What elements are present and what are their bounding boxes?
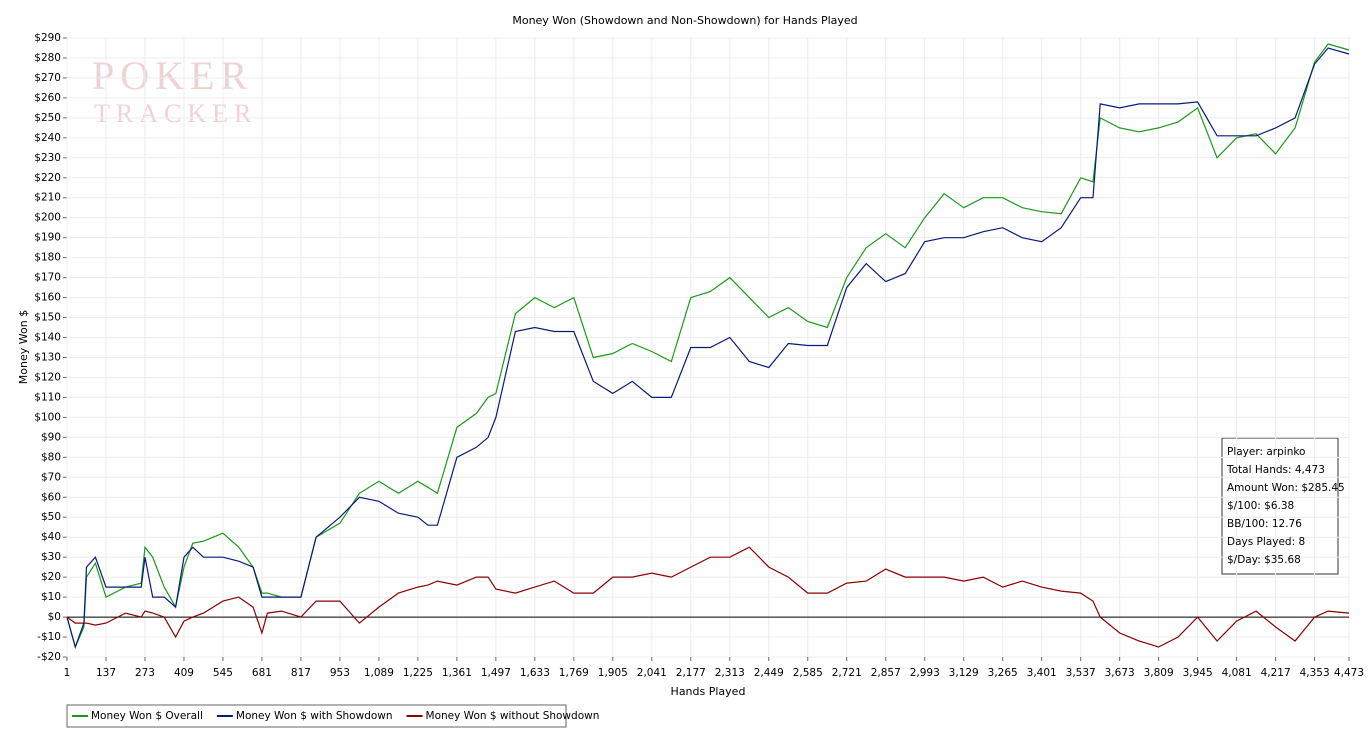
x-tick-label: 1,769 xyxy=(559,667,589,679)
y-tick-label: $200 xyxy=(34,212,61,224)
x-tick-label: 1,497 xyxy=(481,667,511,679)
stats-box xyxy=(1221,437,1339,575)
y-tick-label: $220 xyxy=(34,172,61,184)
x-tick-label: 3,945 xyxy=(1183,667,1213,679)
x-tick-label: 4,353 xyxy=(1300,667,1330,679)
y-tick-label: $250 xyxy=(34,112,61,124)
series-line xyxy=(66,546,1350,648)
x-tick-label: 2,721 xyxy=(832,667,862,679)
x-tick-label: 409 xyxy=(174,667,194,679)
y-tick-label: $290 xyxy=(34,32,61,44)
x-tick-label: 137 xyxy=(96,667,116,679)
stats-line: BB/100: 12.76 xyxy=(1227,518,1302,530)
legend-label: Money Won $ without Showdown xyxy=(426,710,600,722)
y-tick-label: $280 xyxy=(34,52,61,64)
stats-line: $/100: $6.38 xyxy=(1227,500,1294,512)
x-tick-label: 3,129 xyxy=(949,667,979,679)
stats-line: Total Hands: 4,473 xyxy=(1226,464,1325,476)
x-tick-label: 3,265 xyxy=(988,667,1018,679)
x-tick-label: 4,217 xyxy=(1261,667,1291,679)
stats-line: Player: arpinko xyxy=(1227,446,1305,458)
y-tick-label: $210 xyxy=(34,192,61,204)
y-tick-label: $190 xyxy=(34,232,61,244)
x-tick-label: 3,537 xyxy=(1066,667,1096,679)
y-tick-label: $0 xyxy=(48,611,61,623)
y-tick-label: -$20 xyxy=(37,651,61,663)
y-tick-label: $230 xyxy=(34,152,61,164)
y-tick-label: $270 xyxy=(34,72,61,84)
x-tick-label: 3,809 xyxy=(1144,667,1174,679)
x-tick-label: 1,633 xyxy=(520,667,550,679)
y-tick-label: $180 xyxy=(34,252,61,264)
y-tick-label: $40 xyxy=(41,531,61,543)
y-tick-label: $110 xyxy=(34,391,61,403)
y-tick-label: $60 xyxy=(41,491,61,503)
x-tick-label: 3,401 xyxy=(1027,667,1057,679)
y-tick-label: $80 xyxy=(41,451,61,463)
stats-line: $/Day: $35.68 xyxy=(1227,554,1301,566)
x-tick-label: 1,089 xyxy=(364,667,394,679)
y-tick-label: $240 xyxy=(34,132,61,144)
legend-label: Money Won $ Overall xyxy=(91,710,203,722)
x-tick-label: 2,857 xyxy=(871,667,901,679)
watermark: TRACKER xyxy=(94,99,257,128)
y-tick-label: $50 xyxy=(41,511,61,523)
x-tick-label: 2,177 xyxy=(676,667,706,679)
x-tick-label: 1 xyxy=(64,667,71,679)
y-tick-label: $90 xyxy=(41,431,61,443)
x-tick-label: 545 xyxy=(213,667,233,679)
y-tick-label: $70 xyxy=(41,471,61,483)
x-tick-label: 1,225 xyxy=(403,667,433,679)
y-tick-label: $140 xyxy=(34,332,61,344)
y-tick-label: $100 xyxy=(34,411,61,423)
watermark: POKER xyxy=(92,53,253,98)
x-tick-label: 273 xyxy=(135,667,155,679)
y-tick-label: $20 xyxy=(41,571,61,583)
x-tick-label: 4,473 xyxy=(1334,667,1364,679)
y-tick-label: -$10 xyxy=(37,631,61,643)
stats-line: Days Played: 8 xyxy=(1227,536,1305,548)
series-line xyxy=(66,47,1350,649)
x-tick-label: 1,361 xyxy=(442,667,472,679)
y-tick-label: $150 xyxy=(34,312,61,324)
x-tick-label: 2,585 xyxy=(793,667,823,679)
y-tick-label: $120 xyxy=(34,371,61,383)
x-tick-label: 681 xyxy=(252,667,272,679)
y-tick-label: $160 xyxy=(34,292,61,304)
y-tick-label: $130 xyxy=(34,351,61,363)
chart-title: Money Won (Showdown and Non-Showdown) fo… xyxy=(512,14,857,27)
x-tick-label: 817 xyxy=(291,667,311,679)
y-tick-label: $170 xyxy=(34,272,61,284)
legend-label: Money Won $ with Showdown xyxy=(236,710,393,722)
y-tick-label: $10 xyxy=(41,591,61,603)
x-tick-label: 2,313 xyxy=(715,667,745,679)
x-tick-label: 953 xyxy=(330,667,350,679)
x-tick-label: 3,673 xyxy=(1105,667,1135,679)
x-tick-label: 4,081 xyxy=(1222,667,1252,679)
x-axis-label: Hands Played xyxy=(671,685,746,698)
x-tick-label: 2,993 xyxy=(910,667,940,679)
x-tick-label: 2,041 xyxy=(637,667,667,679)
x-tick-label: 1,905 xyxy=(598,667,628,679)
y-tick-label: $260 xyxy=(34,92,61,104)
legend xyxy=(66,704,567,728)
y-tick-label: $30 xyxy=(41,551,61,563)
series-line xyxy=(66,43,1350,649)
y-axis-label: Money Won $ xyxy=(17,310,30,384)
x-tick-label: 2,449 xyxy=(754,667,784,679)
stats-line: Amount Won: $285.45 xyxy=(1227,482,1345,494)
